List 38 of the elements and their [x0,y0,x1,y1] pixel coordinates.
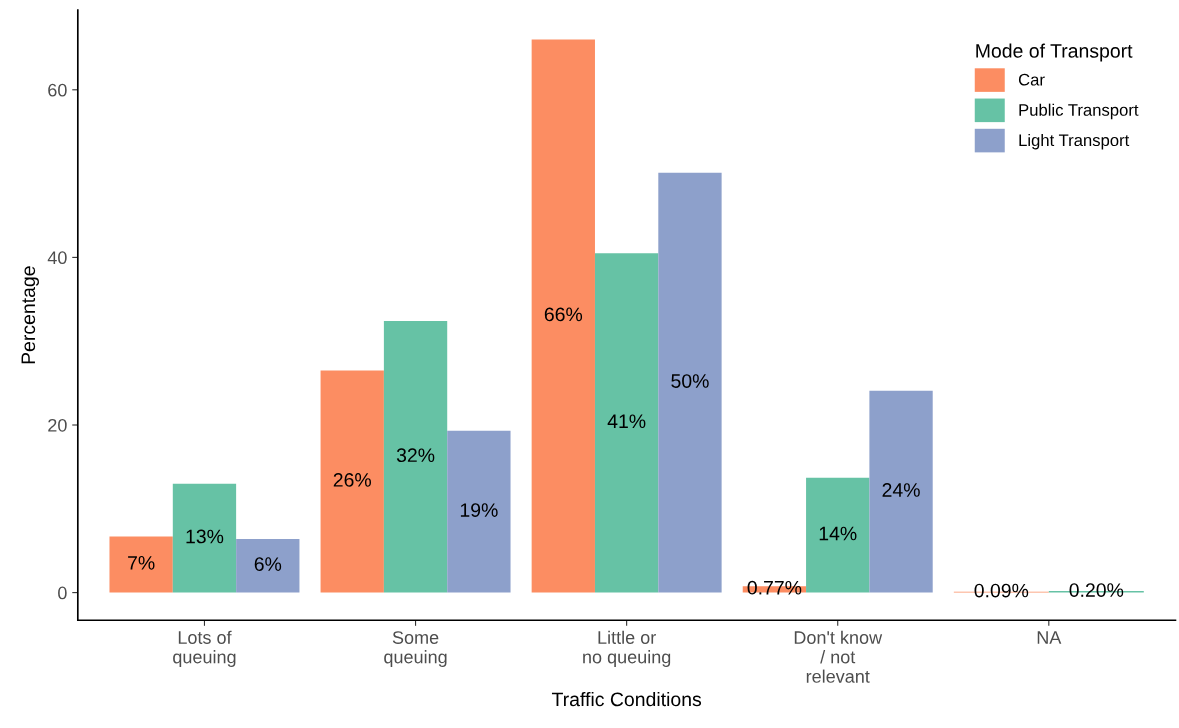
bar [320,370,384,593]
data-label: 14% [819,526,857,541]
data-label: 7% [128,556,155,570]
legend-label: Public Transport [1019,103,1139,120]
bar [658,172,722,593]
data-label: 13% [186,529,224,544]
y-tick-label: 0 [58,586,67,600]
x-tick-label: Lots of queuing [173,630,236,667]
data-label: 66% [544,307,583,322]
x-axis-title: Traffic Conditions [551,691,702,707]
y-tick-label: 20 [48,418,67,432]
bar [383,321,448,593]
legend-label: Light Transport [1019,133,1130,150]
legend-title: Mode of Transport [976,43,1133,62]
x-tick-label: Some queuing [384,631,447,667]
data-label: 26% [333,473,371,487]
data-label: 41% [607,414,646,429]
bar [109,536,173,593]
y-axis-title: Percentage [21,266,39,364]
bar [869,390,933,593]
bar [172,483,237,593]
x-tick-label: Don't know / not relevant [794,630,883,683]
bar [806,477,870,593]
bar [447,430,511,593]
y-tick-label: 40 [47,251,67,265]
x-tick-label: Little or no queuing [583,630,671,667]
x-tick-label: NA [1037,631,1062,644]
data-label: 19% [460,503,498,517]
data-label: 50% [671,374,709,388]
data-label: 32% [396,448,435,463]
data-label: 24% [882,483,920,497]
bar [531,39,595,593]
legend-label: Car [1018,73,1045,86]
y-tick-label: 60 [48,83,67,97]
data-label: 6% [254,557,282,572]
bar [594,253,659,593]
data-label: 0.09% [974,583,1029,598]
bar [236,538,300,593]
